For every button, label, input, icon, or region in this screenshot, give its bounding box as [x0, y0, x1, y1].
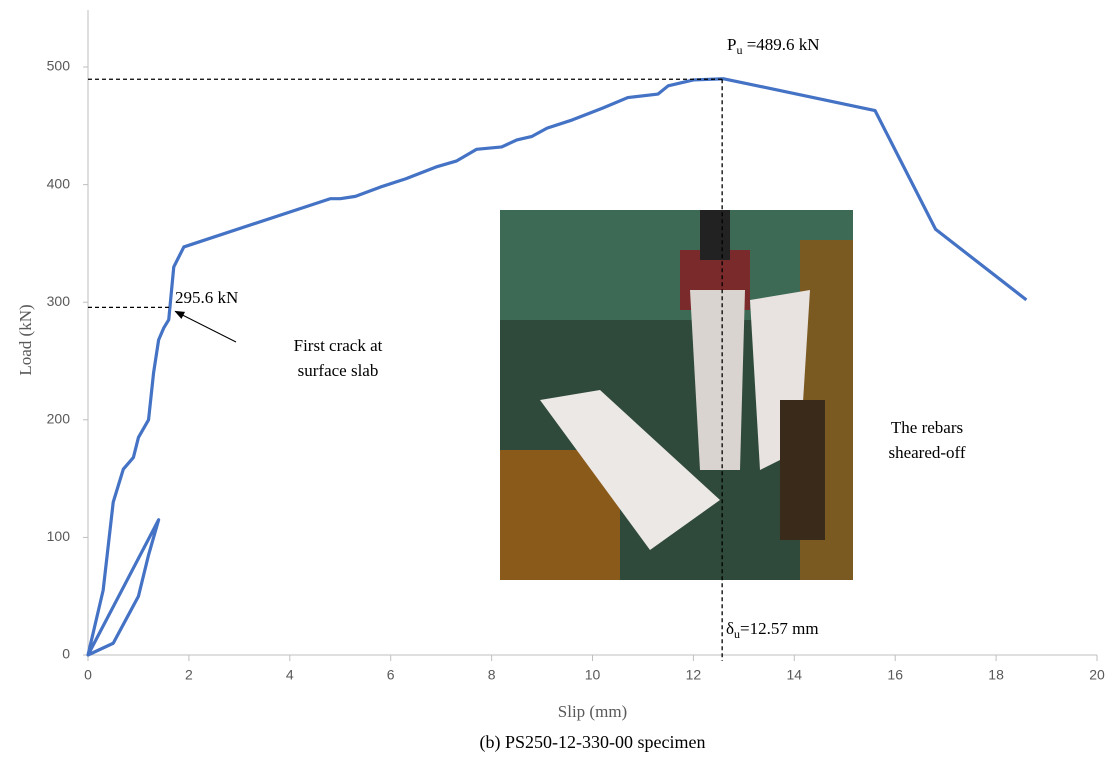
- peak-slip-label-symbol: δ: [726, 619, 734, 638]
- crack-note: First crack at: [294, 336, 383, 355]
- peak-load-label: Pu =489.6 kN: [727, 35, 820, 57]
- y-tick-label: 200: [47, 411, 71, 427]
- peak-load-label-text: =489.6 kN: [742, 35, 819, 54]
- peak-load-label-symbol: P: [727, 35, 736, 54]
- x-tick-label: 8: [488, 667, 496, 683]
- y-tick-label: 400: [47, 175, 71, 191]
- x-tick-label: 4: [286, 667, 294, 683]
- crack-label: 295.6 kN: [175, 288, 238, 307]
- y-tick-label: 0: [62, 646, 70, 662]
- rebars-note: The rebars: [891, 418, 963, 437]
- peak-slip-label-text: =12.57 mm: [740, 619, 819, 638]
- x-axis-label: Slip (mm): [558, 702, 627, 721]
- crack-note: surface slab: [298, 361, 379, 380]
- photo: [500, 210, 853, 580]
- peak-slip-label: δu=12.57 mm: [726, 619, 819, 641]
- x-tick-label: 16: [887, 667, 903, 683]
- x-tick-label: 2: [185, 667, 193, 683]
- chart: 024681012141618200100200300400500Slip (m…: [0, 0, 1113, 764]
- x-tick-label: 14: [787, 667, 803, 683]
- x-tick-label: 20: [1089, 667, 1105, 683]
- x-tick-label: 0: [84, 667, 92, 683]
- y-axis-label: Load (kN): [16, 304, 35, 375]
- x-tick-label: 10: [585, 667, 601, 683]
- rebars-note: sheared-off: [888, 443, 965, 462]
- crack-arrow: [175, 311, 236, 342]
- y-tick-label: 500: [47, 58, 71, 74]
- y-tick-label: 100: [47, 528, 71, 544]
- x-tick-label: 18: [988, 667, 1004, 683]
- caption: (b) PS250-12-330-00 specimen: [480, 732, 706, 753]
- y-tick-label: 300: [47, 293, 71, 309]
- x-tick-label: 6: [387, 667, 395, 683]
- x-tick-label: 12: [686, 667, 702, 683]
